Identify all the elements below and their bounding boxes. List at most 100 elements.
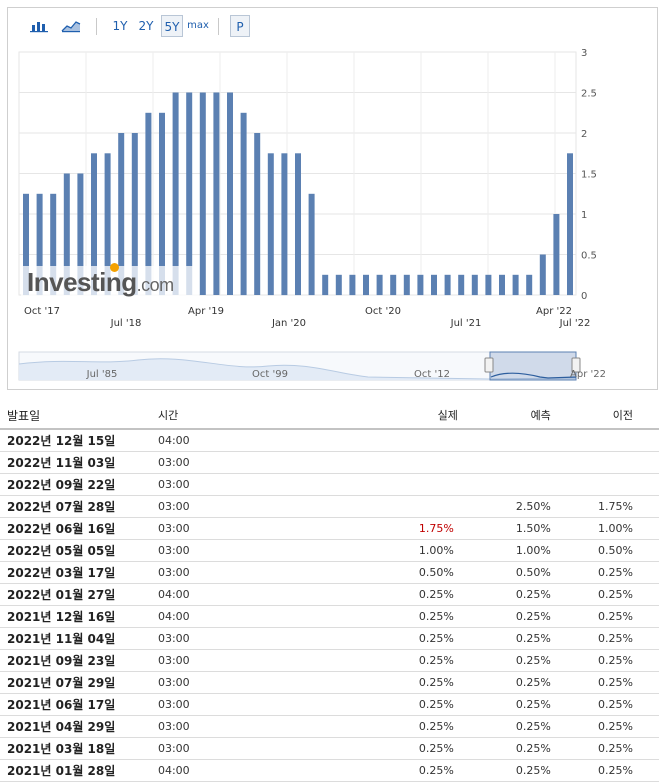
row-date: 2021년 06월 17일 xyxy=(0,693,155,716)
range-5y-button[interactable]: 5Y xyxy=(161,15,183,37)
navigator-label: Oct '99 xyxy=(252,369,288,380)
row-previous xyxy=(550,451,659,474)
row-previous: 0.25% xyxy=(550,561,659,584)
chart-bar xyxy=(118,133,125,295)
row-forecast: 0.25% xyxy=(457,737,551,760)
chart-bar xyxy=(499,274,505,296)
header-actual[interactable]: 실제 xyxy=(355,402,458,430)
row-date: 2021년 03월 18일 xyxy=(0,737,155,760)
row-date: 2021년 11월 04일 xyxy=(0,627,155,650)
row-previous: 0.25% xyxy=(550,649,659,672)
table-row: 2021년 11월 04일 03:00 0.25% 0.25% 0.25% xyxy=(0,627,659,650)
chart-bar xyxy=(444,274,451,296)
chart-bar xyxy=(431,274,437,296)
table-row: 2021년 12월 16일 04:00 0.25% 0.25% 0.25% xyxy=(0,605,659,628)
range-max-button[interactable]: max xyxy=(187,20,209,31)
row-date: 2021년 12월 16일 xyxy=(0,605,155,628)
row-time: 04:00 xyxy=(154,583,355,606)
chart-bar xyxy=(512,274,519,296)
chart-bar xyxy=(417,274,424,296)
row-time: 03:00 xyxy=(154,473,355,496)
area-chart-icon[interactable] xyxy=(58,15,84,37)
chart-bar xyxy=(104,153,111,296)
table-row: 2021년 03월 18일 03:00 0.25% 0.25% 0.25% xyxy=(0,737,659,760)
row-date: 2021년 04월 29일 xyxy=(0,715,155,738)
header-time[interactable]: 시간 xyxy=(154,402,355,430)
row-forecast: 0.25% xyxy=(457,627,551,650)
row-previous: 0.25% xyxy=(550,715,659,738)
row-actual: 0.25% xyxy=(355,605,458,628)
chart-bar xyxy=(376,274,383,296)
row-date: 2022년 05월 05일 xyxy=(0,539,155,562)
navigator-right-handle xyxy=(571,357,581,373)
row-time: 03:00 xyxy=(154,451,355,474)
watermark-brand: Investing xyxy=(27,267,137,297)
y-tick-label: 2 xyxy=(581,129,587,140)
row-previous: 0.50% xyxy=(550,539,659,562)
row-time: 03:00 xyxy=(154,671,355,694)
row-date: 2022년 01월 27일 xyxy=(0,583,155,606)
row-date: 2022년 03월 17일 xyxy=(0,561,155,584)
bar-chart-icon[interactable] xyxy=(26,15,52,37)
row-date: 2021년 07월 29일 xyxy=(0,671,155,694)
p-button[interactable]: P xyxy=(230,15,250,37)
row-actual: 0.25% xyxy=(355,649,458,672)
y-tick-label: 3 xyxy=(581,48,587,59)
y-tick-label: 2.5 xyxy=(581,89,597,100)
header-date[interactable]: 발표일 xyxy=(0,402,155,430)
table-row: 2022년 01월 27일 04:00 0.25% 0.25% 0.25% xyxy=(0,583,659,606)
chart-toolbar: 1Y 2Y 5Y max P xyxy=(18,15,658,37)
row-actual: 0.25% xyxy=(355,671,458,694)
header-forecast[interactable]: 예측 xyxy=(457,402,551,430)
row-forecast: 1.50% xyxy=(457,517,551,540)
row-date: 2022년 11월 03일 xyxy=(0,451,155,474)
row-previous: 1.00% xyxy=(550,517,659,540)
row-forecast xyxy=(457,473,551,496)
row-forecast: 0.25% xyxy=(457,693,551,716)
chart-bar xyxy=(390,274,397,296)
toolbar-separator xyxy=(218,18,219,35)
table-row: 2022년 06월 16일 03:00 1.75% 1.50% 1.00% xyxy=(0,517,659,540)
table-row: 2022년 11월 03일 03:00 xyxy=(0,451,659,474)
row-date: 2022년 12월 15일 xyxy=(0,429,155,452)
row-actual: 0.25% xyxy=(355,759,458,782)
range-1y-button[interactable]: 1Y xyxy=(112,19,128,33)
row-forecast: 0.25% xyxy=(457,759,551,782)
chart-bar xyxy=(145,112,152,296)
header-previous[interactable]: 이전 xyxy=(550,402,659,430)
toolbar-separator xyxy=(96,18,97,35)
row-previous: 0.25% xyxy=(550,605,659,628)
chart-bar xyxy=(267,153,274,296)
chart-bar xyxy=(77,173,84,295)
row-actual: 1.75% xyxy=(355,517,458,540)
row-time: 03:00 xyxy=(154,649,355,672)
chart-bar xyxy=(240,112,247,296)
navigator-left-handle xyxy=(484,357,494,373)
row-time: 03:00 xyxy=(154,715,355,738)
row-date: 2022년 09월 22일 xyxy=(0,473,155,496)
y-tick-label: 0 xyxy=(581,291,587,302)
table-row: 2022년 12월 15일 04:00 xyxy=(0,429,659,452)
y-tick-label: 0.5 xyxy=(581,251,597,262)
row-forecast xyxy=(457,429,551,452)
table-row: 2021년 09월 23일 03:00 0.25% 0.25% 0.25% xyxy=(0,649,659,672)
row-time: 03:00 xyxy=(154,693,355,716)
chart-bar xyxy=(567,153,573,296)
x-tick-label: Apr '22 xyxy=(536,306,572,317)
row-actual xyxy=(355,451,458,474)
row-actual xyxy=(355,429,458,452)
row-previous xyxy=(550,429,659,452)
chart-bar xyxy=(471,274,478,296)
row-previous: 0.25% xyxy=(550,759,659,782)
row-time: 03:00 xyxy=(154,517,355,540)
chart-bar xyxy=(335,274,342,296)
chart-bar xyxy=(322,274,329,296)
chart-bar xyxy=(159,112,165,296)
row-time: 03:00 xyxy=(154,539,355,562)
chart-bar xyxy=(539,254,546,295)
table-row: 2021년 01월 28일 04:00 0.25% 0.25% 0.25% xyxy=(0,759,659,782)
range-2y-button[interactable]: 2Y xyxy=(138,19,154,33)
row-time: 04:00 xyxy=(154,429,355,452)
chart-panel: 1Y 2Y 5Y max P 0 0.5 1 1.5 2 2.5 3 Oct '17 Apr '… xyxy=(7,7,658,390)
table-row: 2021년 06월 17일 03:00 0.25% 0.25% 0.25% xyxy=(0,693,659,716)
